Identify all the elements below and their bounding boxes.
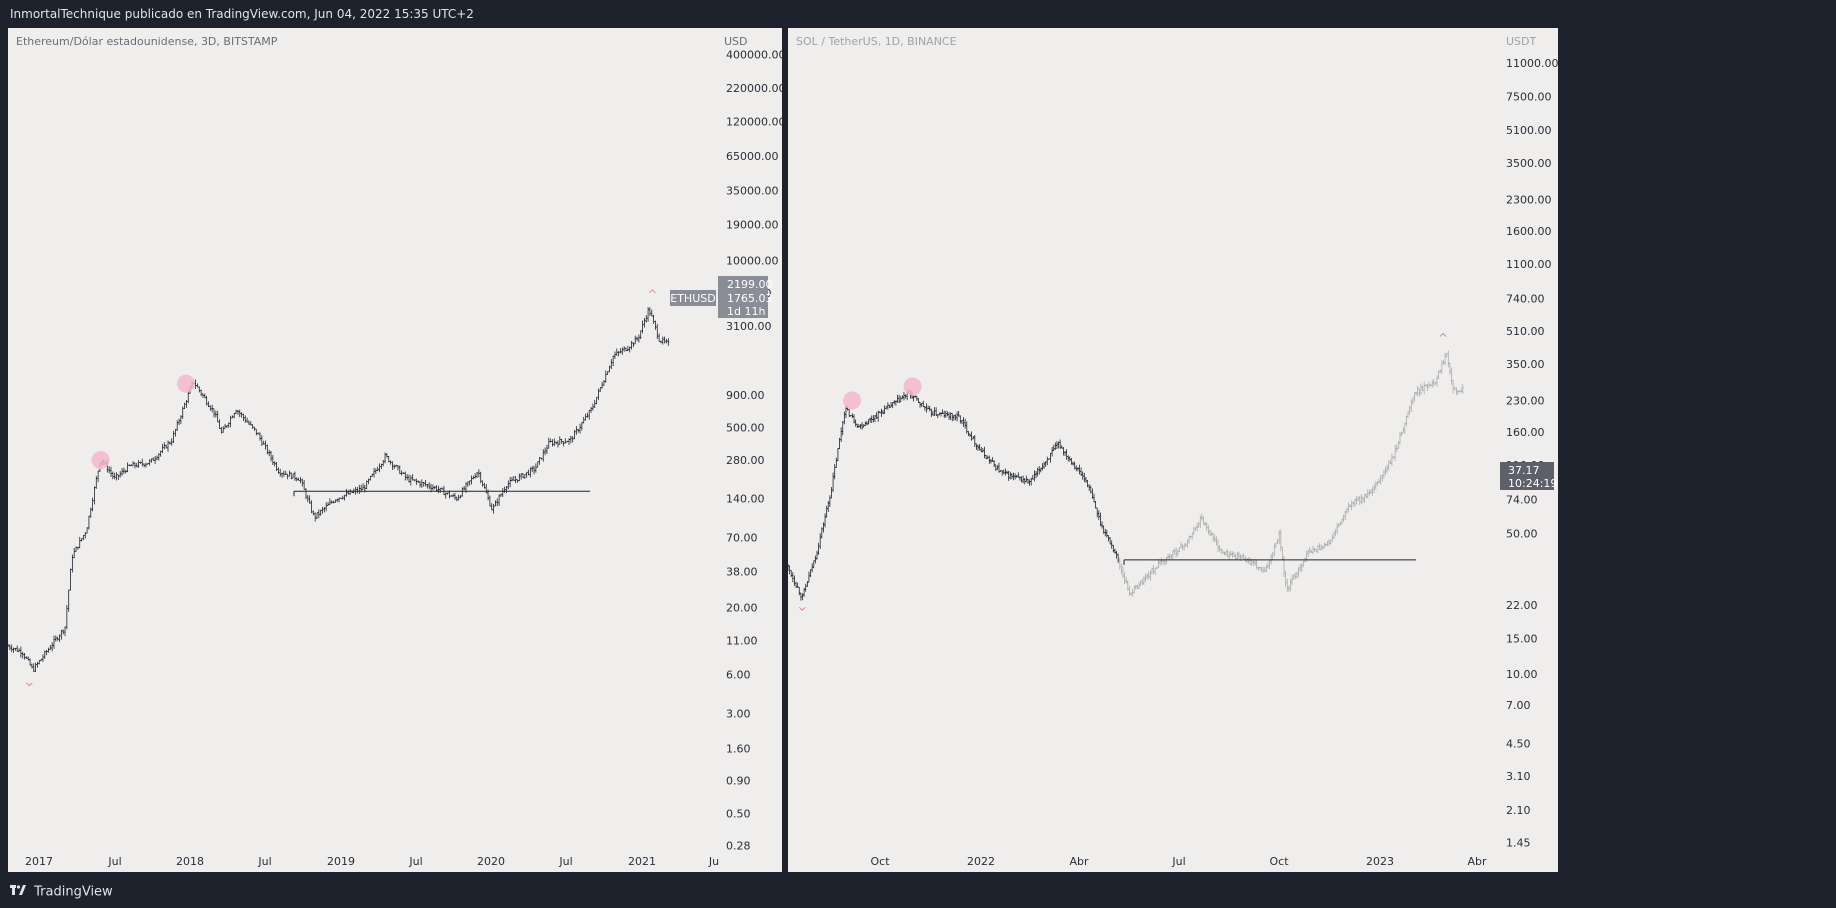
y-tick-label: 11000.00 (1506, 57, 1558, 70)
x-tick-label: 2023 (1366, 855, 1394, 868)
x-tick-label: Jul (408, 855, 422, 868)
sol-countdown-label: 10:24:19 (1508, 477, 1557, 490)
x-tick-label: 2021 (628, 855, 656, 868)
publisher-text: InmortalTechnique publicado en TradingVi… (10, 7, 474, 21)
eth-chart-svg[interactable]: 400000.00 220000.00 120000.00 65000.00 35000… (8, 28, 782, 872)
x-tick-label: 2017 (25, 855, 53, 868)
x-tick-label: Ju (708, 855, 719, 868)
low-marker-caret (26, 682, 33, 687)
y-tick-label: 280.00 (726, 454, 765, 467)
eth-symbol-tag-box (670, 290, 716, 306)
y-tick-label: 20.00 (726, 601, 758, 614)
y-tick-label: 400000.00 (726, 48, 782, 61)
footer-brand[interactable]: TradingView (34, 884, 113, 900)
high-marker-caret (1439, 332, 1447, 337)
y-tick-label: 38.00 (726, 566, 758, 579)
x-tick-label: 2018 (176, 855, 204, 868)
x-tick-label: Jul (107, 855, 121, 868)
peak-marker-circle (91, 451, 110, 470)
y-tick-label: 3.10 (1506, 770, 1531, 783)
y-tick-label: 2300.00 (1506, 194, 1552, 207)
y-tick-label: 50.00 (1506, 528, 1538, 541)
candles-group (8, 307, 670, 673)
y-tick-label: 1100.00 (1506, 258, 1552, 271)
publisher-header: InmortalTechnique publicado en TradingVi… (0, 0, 1836, 28)
y-tick-label: 1.45 (1506, 836, 1531, 849)
candles-group (788, 350, 1464, 601)
x-tick-label: Jul (1171, 855, 1185, 868)
y-tick-label: 900.00 (726, 389, 765, 402)
x-tick-label: Jul (558, 855, 572, 868)
y-tick-label: 3.00 (726, 707, 751, 720)
sol-currency-label: USDT (1506, 35, 1537, 48)
eth-close-price-label: 2199.00 (727, 278, 773, 291)
eth-currency-label: USD (724, 35, 748, 48)
low-marker-caret (798, 606, 806, 611)
y-tick-label: 11.00 (726, 635, 758, 648)
y-tick-label: 1600.00 (1506, 225, 1552, 238)
x-tick-label: Abr (1467, 855, 1487, 868)
y-tick-label: 500.00 (726, 422, 765, 435)
sol-chart-svg[interactable]: 11000.00 7500.00 5100.00 3500.00 2300.00 1600… (788, 28, 1558, 872)
y-tick-label: 1.60 (726, 742, 751, 755)
y-tick-label: 160.00 (1506, 426, 1545, 439)
y-tick-label: 0.28 (726, 840, 751, 853)
x-tick-label: 2020 (477, 855, 505, 868)
y-tick-label: 65000.00 (726, 150, 779, 163)
y-tick-label: 22.00 (1506, 599, 1538, 612)
eth-price-tag-box (718, 276, 768, 318)
y-tick-label: 19000.00 (726, 219, 779, 232)
y-tick-label: 6.00 (726, 669, 751, 682)
y-tick-label: 74.00 (1506, 493, 1538, 506)
sol-chart-title: SOL / TetherUS, 1D, BINANCE (796, 35, 957, 48)
sol-close-price-label: 37.17 (1508, 464, 1540, 477)
peak-marker-circle (177, 374, 195, 393)
y-tick-label: 2.10 (1506, 804, 1531, 817)
eth-value-label: 1765.03 (727, 292, 773, 305)
y-tick-label: 35000.00 (726, 184, 779, 197)
y-tick-label: 10000.00 (726, 254, 779, 267)
footer: TradingView (0, 877, 1836, 907)
y-tick-label: 15.00 (1506, 633, 1538, 646)
x-tick-label: Jul (257, 855, 271, 868)
y-tick-label: 510.00 (1506, 325, 1545, 338)
y-tick-label: 4.50 (1506, 738, 1531, 751)
y-tick-label: 3500.00 (1506, 157, 1552, 170)
eth-symbol-label: ETHUSD (670, 292, 715, 305)
y-tick-label: 10.00 (1506, 668, 1538, 681)
y-tick-label: 3100.00 (726, 320, 772, 333)
y-tick-label: 120000.00 (726, 116, 782, 129)
x-tick-label: Abr (1069, 855, 1089, 868)
y-tick-label: 740.00 (1506, 293, 1545, 306)
eth-countdown-label: 1d 11h (727, 305, 765, 318)
peak-marker-circle (903, 377, 922, 396)
tradingview-logo-icon[interactable] (10, 877, 26, 907)
y-tick-label: 70.00 (726, 531, 758, 544)
x-tick-label: 2022 (967, 855, 995, 868)
y-tick-label: 220000.00 (726, 82, 782, 95)
y-tick-label: 7.00 (1506, 699, 1531, 712)
y-tick-label: 350.00 (1506, 358, 1545, 371)
y-tick-label: 230.00 (1506, 394, 1545, 407)
eth-chart-panel[interactable]: 400000.00 220000.00 120000.00 65000.00 35000… (8, 28, 782, 872)
y-tick-label: 140.00 (726, 493, 765, 506)
sol-price-tag-box (1500, 462, 1554, 490)
y-tick-label: 5100.00 (1506, 124, 1552, 137)
high-marker-caret (649, 289, 656, 294)
x-tick-label: 2019 (327, 855, 355, 868)
y-tick-label: 0.90 (726, 774, 751, 787)
y-tick-label: 7500.00 (1506, 90, 1552, 103)
x-tick-label: Oct (870, 855, 890, 868)
y-tick-label: 0.50 (726, 807, 751, 820)
peak-marker-circle (843, 391, 862, 410)
eth-chart-title: Ethereum/Dólar estadounidense, 3D, BITST… (16, 35, 278, 48)
x-tick-label: Oct (1269, 855, 1289, 868)
sol-chart-panel[interactable]: 11000.00 7500.00 5100.00 3500.00 2300.00 1600… (788, 28, 1558, 872)
